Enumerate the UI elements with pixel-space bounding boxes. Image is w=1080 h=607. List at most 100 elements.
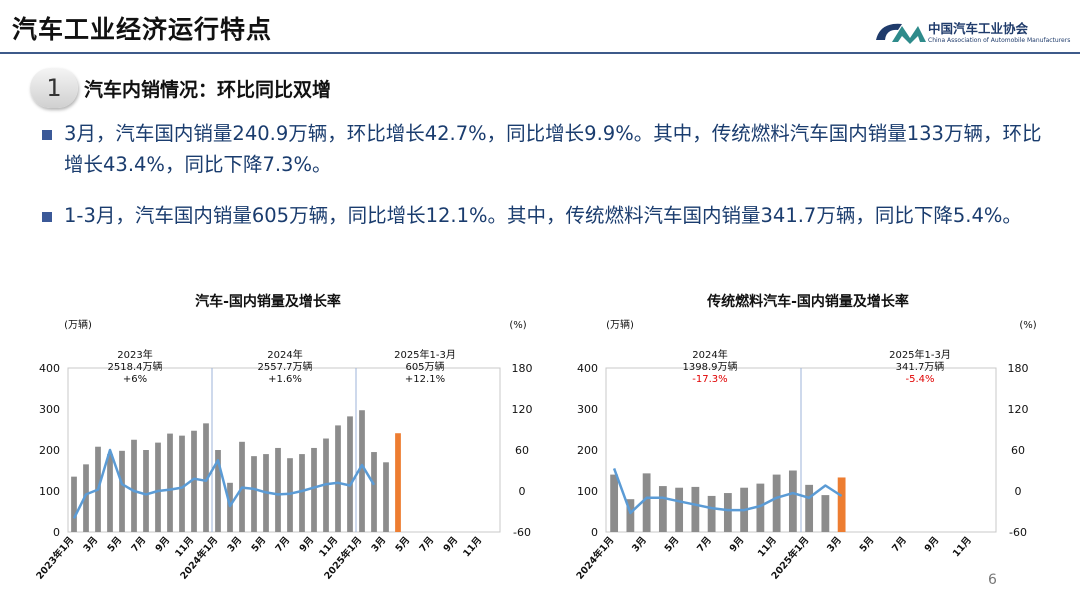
- bar: [335, 425, 341, 532]
- x-tick-label: 11月: [317, 535, 340, 559]
- y-tick-label: 400: [39, 362, 60, 375]
- annotation-value: +6%: [123, 374, 147, 385]
- bar: [626, 499, 635, 532]
- annotation-label: 2024年: [692, 348, 727, 361]
- x-tick-label: 9月: [154, 535, 173, 554]
- x-tick-label: 3月: [82, 535, 101, 554]
- x-tick-label: 11月: [756, 535, 779, 559]
- bar: [347, 416, 353, 532]
- annotation-value: +12.1%: [405, 374, 445, 385]
- x-tick-label: 3月: [370, 535, 389, 554]
- annotation-label: 2025年1-3月: [394, 348, 456, 361]
- y-tick-label: 300: [577, 403, 598, 416]
- bar: [821, 495, 830, 532]
- y2-axis-label: (%): [1019, 320, 1036, 331]
- bar: [805, 484, 814, 532]
- y2-tick-label: -60: [1009, 526, 1027, 539]
- plot-frame: [67, 367, 501, 533]
- x-tick-label: 5月: [106, 535, 125, 554]
- bar: [167, 433, 173, 532]
- bar: [383, 462, 389, 532]
- y2-tick-label: 120: [512, 403, 533, 416]
- y2-tick-label: -60: [513, 526, 531, 539]
- y-tick-label: 200: [577, 444, 598, 457]
- x-tick-label: 3月: [226, 535, 245, 554]
- bar: [179, 435, 185, 532]
- bullet-item: 3月，汽车国内销量240.9万辆，环比增长42.7%，同比增长9.9%。其中，传…: [42, 118, 1052, 180]
- y2-axis-label: (%): [509, 320, 526, 331]
- annotation-value: 341.7万辆: [896, 360, 945, 373]
- x-tick-label: 5月: [663, 535, 682, 554]
- chart-title: 汽车-国内销量及增长率: [195, 293, 341, 310]
- bar: [707, 495, 716, 532]
- bar: [107, 454, 113, 532]
- y-tick-label: 300: [39, 403, 60, 416]
- growth-rate-line: [72, 448, 376, 519]
- bar: [658, 486, 667, 532]
- x-tick-label: 7月: [130, 535, 149, 554]
- x-tick-label: 9月: [728, 535, 747, 554]
- chart-title: 传统燃料汽车-国内销量及增长率: [706, 293, 909, 310]
- y-tick-label: 0: [591, 526, 598, 539]
- bullet-square-icon: [42, 212, 52, 222]
- bar: [723, 493, 732, 532]
- highlight-bar: [395, 433, 401, 532]
- bar: [131, 439, 137, 532]
- x-tick-label: 2024年1月: [574, 534, 617, 582]
- section-title: 汽车内销情况：环比同比双增: [84, 79, 332, 101]
- bullet-text: 3月，汽车国内销量240.9万辆，环比增长42.7%，同比增长9.9%。其中，传…: [64, 122, 1042, 176]
- bar: [359, 410, 365, 532]
- section-heading: 1 汽车内销情况：环比同比双增: [30, 68, 450, 108]
- bar: [215, 450, 221, 532]
- annotation-value: 1398.9万辆: [683, 360, 738, 373]
- y2-tick-label: 180: [512, 362, 533, 375]
- x-tick-label: 2023年1月: [34, 534, 77, 582]
- annotation-value: +1.6%: [268, 374, 302, 385]
- x-tick-label: 11月: [951, 535, 974, 559]
- growth-rate-line: [612, 467, 843, 515]
- y2-tick-label: 60: [1011, 444, 1025, 457]
- annotation-label: 2023年: [117, 348, 152, 361]
- logo-name-cn: 中国汽车工业协会: [928, 21, 1029, 36]
- annotation-value: 2557.7万辆: [258, 360, 313, 373]
- y-axis-label: (万辆): [64, 318, 92, 331]
- bar: [756, 483, 765, 532]
- bar: [311, 447, 317, 532]
- bar: [251, 456, 257, 532]
- annotation-value: -5.4%: [905, 374, 934, 385]
- bar: [275, 447, 281, 532]
- bullet-square-icon: [42, 130, 52, 140]
- bullet-text: 1-3月，汽车国内销量605万辆，同比增长12.1%。其中，传统燃料汽车国内销量…: [64, 204, 1022, 227]
- x-tick-label: 9月: [298, 535, 317, 554]
- y2-tick-label: 60: [515, 444, 529, 457]
- annotation-value: 605万辆: [405, 360, 444, 373]
- bar: [143, 450, 149, 532]
- bar: [71, 476, 77, 532]
- bullet-item: 1-3月，汽车国内销量605万辆，同比增长12.1%。其中，传统燃料汽车国内销量…: [42, 200, 1052, 231]
- y-tick-label: 400: [577, 362, 598, 375]
- x-tick-label: 5月: [394, 535, 413, 554]
- annotation-value: -17.3%: [692, 374, 727, 385]
- bar: [772, 474, 781, 532]
- bar: [610, 474, 619, 532]
- bar: [119, 450, 125, 532]
- annotation-label: 2024年: [267, 348, 302, 361]
- bar: [691, 486, 700, 532]
- x-tick-label: 9月: [923, 535, 942, 554]
- bar: [83, 464, 89, 532]
- caam-logo: [876, 23, 926, 44]
- y-axis-label: (万辆): [606, 318, 634, 331]
- page-number: 6: [988, 572, 997, 588]
- page-title: 汽车工业经济运行特点: [12, 15, 273, 44]
- bar: [371, 452, 377, 532]
- bar: [642, 473, 651, 532]
- x-tick-label: 11月: [173, 535, 196, 559]
- x-tick-label: 11月: [461, 535, 484, 559]
- bar: [675, 487, 684, 532]
- header: 汽车工业经济运行特点 中国汽车工业协会 China Association of…: [0, 0, 1080, 56]
- header-divider: [0, 52, 1080, 54]
- x-tick-label: 7月: [418, 535, 437, 554]
- y2-tick-label: 120: [1008, 403, 1029, 416]
- x-tick-label: 9月: [442, 535, 461, 554]
- y2-tick-label: 0: [1015, 485, 1022, 498]
